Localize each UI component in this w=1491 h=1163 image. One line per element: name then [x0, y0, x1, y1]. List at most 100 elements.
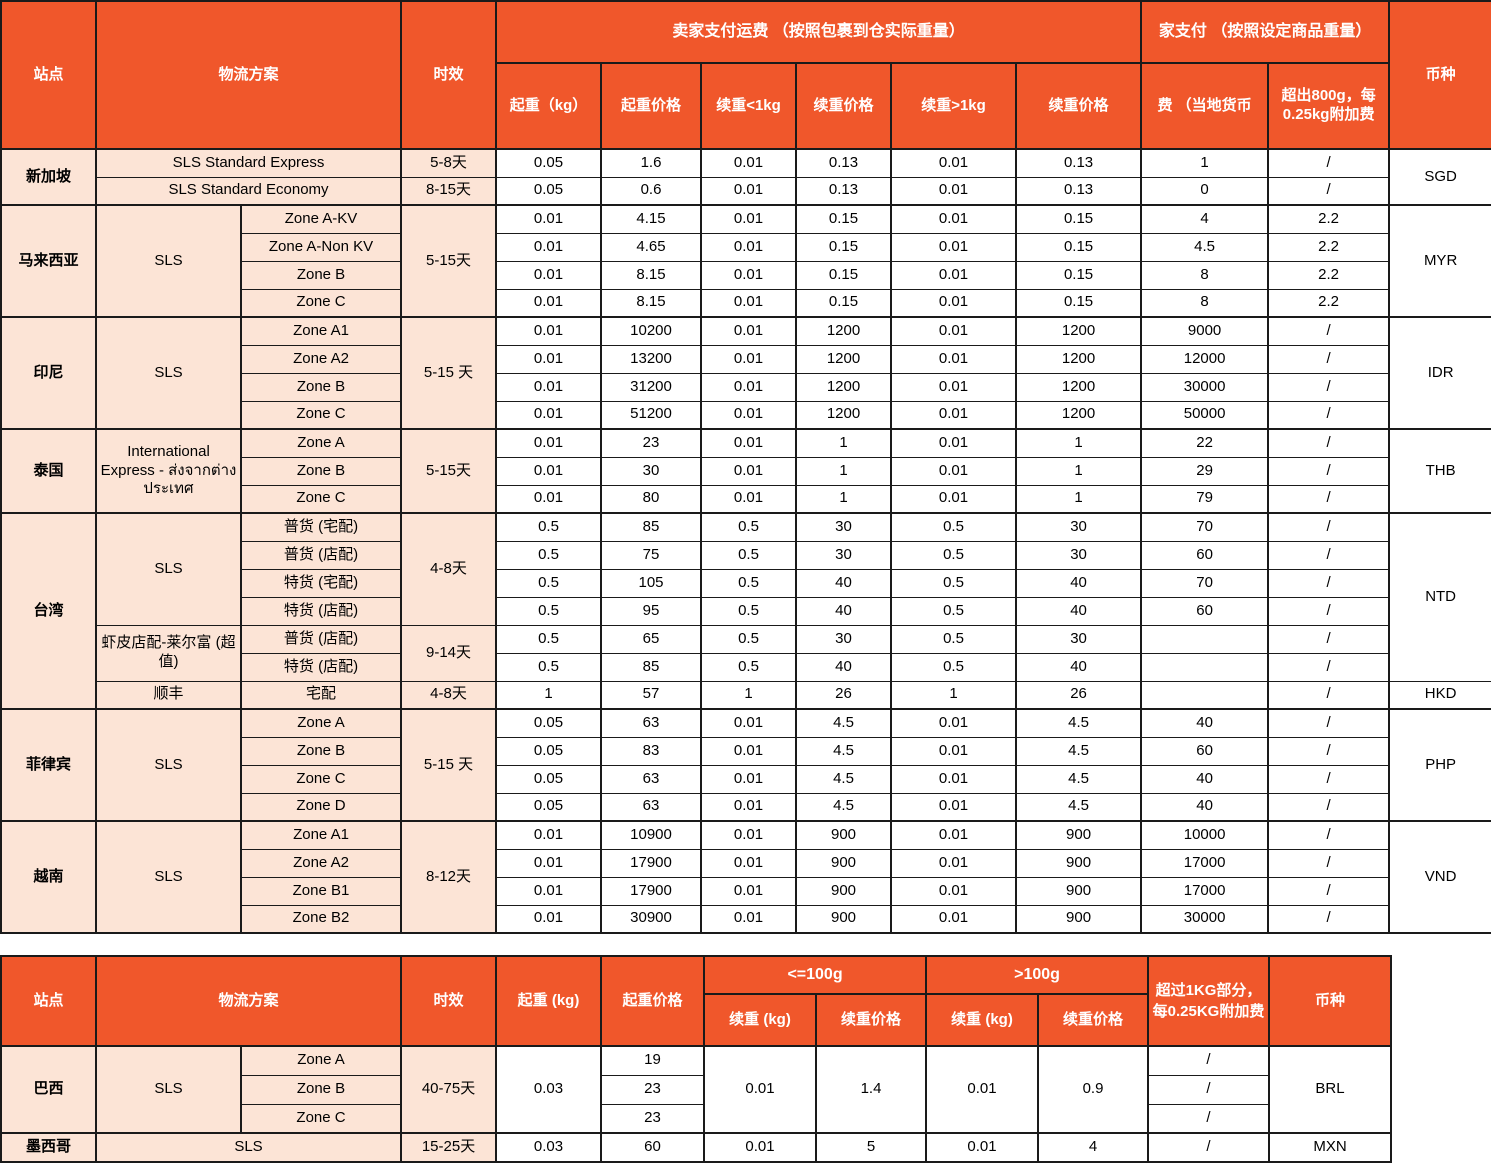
value-cell: 0.5 — [495, 652, 603, 682]
value-cell: 26 — [1015, 680, 1143, 710]
header-group-le-100g: <=100g — [703, 955, 928, 995]
value-cell: 0.01 — [700, 456, 798, 486]
header-site: 站点 — [0, 955, 97, 1047]
value-cell: 1 — [1140, 148, 1270, 178]
value-cell: / — [1267, 568, 1391, 598]
value-cell: 8 — [1140, 260, 1270, 290]
value-cell: 0.01 — [890, 288, 1018, 318]
value-cell: 40 — [795, 568, 893, 598]
value-cell: 85 — [600, 512, 703, 542]
value-cell: 0.15 — [795, 260, 893, 290]
zone-cell: Zone A-Non KV — [239, 232, 403, 262]
header-over-800g-surcharge: 超出800g，每0.25kg附加费 — [1267, 62, 1391, 150]
value-cell: 0.01 — [700, 428, 798, 458]
value-cell: 40 — [1015, 568, 1143, 598]
value-cell: / — [1267, 344, 1391, 374]
value-cell: 30000 — [1140, 904, 1270, 934]
site-singapore: 新加坡 — [0, 148, 97, 206]
header-additional-weight-2: 续重 (kg) — [925, 993, 1040, 1047]
value-cell: 1 — [700, 680, 798, 710]
value-cell: / — [1147, 1103, 1271, 1134]
value-cell: 51200 — [600, 400, 703, 430]
zone-cell: 特货 (宅配) — [239, 568, 403, 598]
value-cell: 4.5 — [795, 764, 893, 794]
value-cell: 40 — [1015, 652, 1143, 682]
value-cell — [1140, 680, 1270, 710]
zone-cell: Zone B1 — [239, 876, 403, 906]
value-cell: 1200 — [1015, 316, 1143, 346]
value-cell: 0.01 — [700, 708, 798, 738]
leadtime-cell: 5-15 天 — [400, 316, 498, 430]
value-cell: 105 — [600, 568, 703, 598]
value-cell: 0.5 — [700, 540, 798, 570]
value-cell: 0.13 — [795, 148, 893, 178]
leadtime-cell: 5-15天 — [400, 204, 498, 318]
header-first-weight: 起重（kg） — [495, 62, 603, 150]
value-cell: / — [1267, 176, 1391, 206]
value-cell: 80 — [600, 484, 703, 514]
value-cell: 0.05 — [495, 736, 603, 766]
value-cell: 0.01 — [700, 232, 798, 262]
value-cell: 0.15 — [1015, 232, 1143, 262]
value-cell: 0.01 — [890, 456, 1018, 486]
header-group-gt-100g: >100g — [925, 955, 1150, 995]
zone-cell: Zone C — [239, 1103, 403, 1134]
zone-cell: 普货 (店配) — [239, 540, 403, 570]
site-mexico: 墨西哥 — [0, 1132, 97, 1163]
zone-cell: Zone A2 — [239, 344, 403, 374]
value-cell: 17000 — [1140, 848, 1270, 878]
value-cell: 0.01 — [495, 288, 603, 318]
value-cell: 0.6 — [600, 176, 703, 206]
value-cell: 0.01 — [700, 260, 798, 290]
value-cell: 0.01 — [700, 792, 798, 822]
plan-cell: SLS — [95, 316, 242, 430]
value-cell: 0.01 — [890, 736, 1018, 766]
header-group-buyer-pays: 家支付 （按照设定商品重量） — [1140, 0, 1391, 64]
value-cell: 70 — [1140, 512, 1270, 542]
value-cell: / — [1267, 484, 1391, 514]
value-cell: 10200 — [600, 316, 703, 346]
value-cell: 0.01 — [495, 820, 603, 850]
value-cell: 5 — [815, 1132, 928, 1163]
value-cell: 1 — [1015, 456, 1143, 486]
value-cell: 85 — [600, 652, 703, 682]
zone-cell: Zone D — [239, 792, 403, 822]
value-cell: / — [1267, 596, 1391, 626]
value-cell: / — [1267, 540, 1391, 570]
value-cell: / — [1267, 624, 1391, 654]
zone-cell: Zone A — [239, 1045, 403, 1076]
value-cell: 19 — [600, 1045, 706, 1076]
header-currency: 币种 — [1388, 0, 1491, 150]
zone-cell: 普货 (宅配) — [239, 512, 403, 542]
plan-cell: SLS — [94, 1132, 403, 1163]
value-cell: 0.01 — [890, 792, 1018, 822]
value-cell: 1 — [795, 484, 893, 514]
value-cell: 63 — [600, 764, 703, 794]
value-cell: 0.01 — [890, 344, 1018, 374]
value-cell: 0.01 — [925, 1132, 1040, 1163]
value-cell: 0.01 — [700, 764, 798, 794]
value-cell — [1140, 652, 1270, 682]
value-cell: 0.01 — [890, 316, 1018, 346]
value-cell: 57 — [600, 680, 703, 710]
value-cell: 40 — [1140, 764, 1270, 794]
value-cell: 2.2 — [1267, 288, 1391, 318]
value-cell: 0.01 — [700, 400, 798, 430]
value-cell: 1200 — [1015, 372, 1143, 402]
value-cell: / — [1267, 652, 1391, 682]
value-cell: 30 — [795, 624, 893, 654]
value-cell: / — [1267, 764, 1391, 794]
value-cell: 1200 — [1015, 344, 1143, 374]
currency-cell: BRL — [1268, 1045, 1393, 1134]
value-cell: / — [1267, 316, 1391, 346]
value-cell: 0.15 — [1015, 260, 1143, 290]
value-cell: / — [1267, 372, 1391, 402]
value-cell: 23 — [600, 1074, 706, 1105]
value-cell: / — [1267, 512, 1391, 542]
header-additional-gt1kg: 续重>1kg — [890, 62, 1018, 150]
value-cell: 63 — [600, 792, 703, 822]
header-additional-price-1: 续重价格 — [795, 62, 893, 150]
currency-cell: PHP — [1388, 708, 1491, 822]
value-cell: 23 — [600, 1103, 706, 1134]
site-vietnam: 越南 — [0, 820, 97, 934]
